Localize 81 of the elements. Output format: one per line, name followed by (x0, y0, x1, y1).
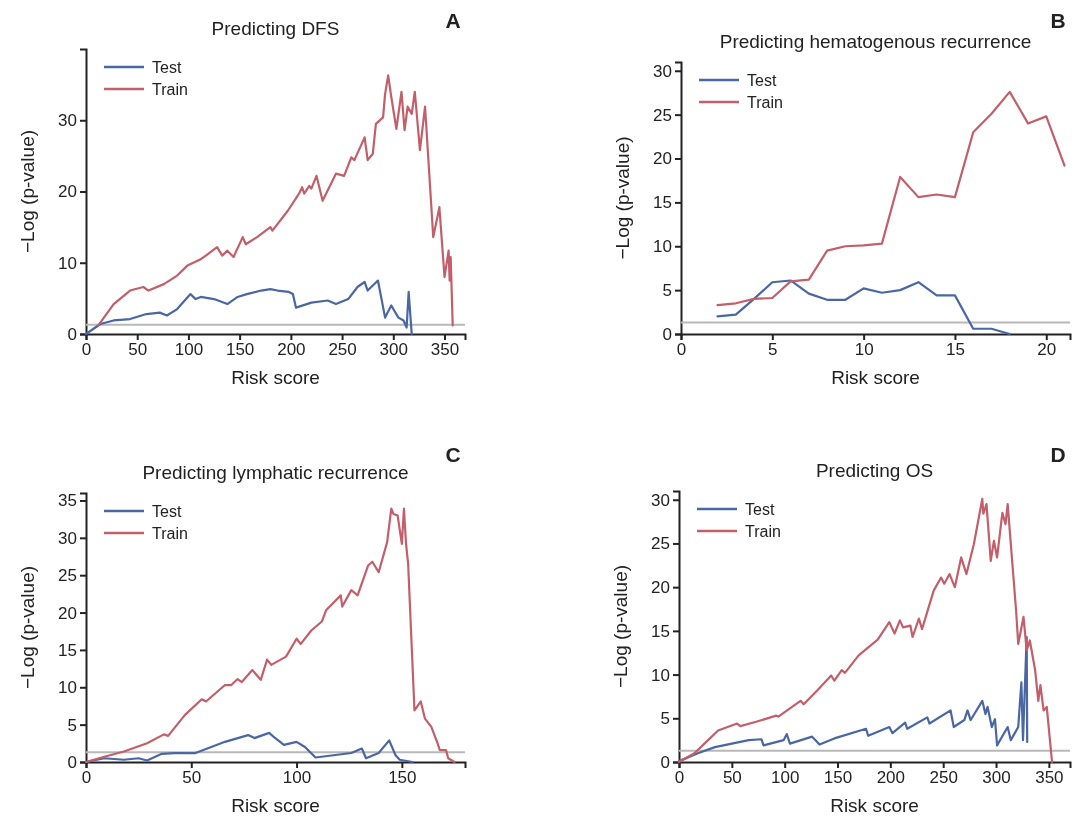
x-tick-label: 200 (277, 340, 306, 360)
x-tick-label: 15 (945, 340, 965, 360)
y-tick-label: 15 (651, 621, 670, 641)
legend-label: Test (745, 501, 775, 518)
x-tick-label: 100 (770, 768, 800, 788)
y-tick-label: 35 (58, 491, 77, 511)
x-tick-label: 150 (823, 768, 853, 788)
x-tick-label: 300 (982, 768, 1011, 788)
y-tick-label: 20 (58, 603, 77, 623)
x-tick-label: 300 (379, 340, 408, 360)
y-tick-label: 10 (651, 665, 670, 685)
legend-label: Test (152, 59, 182, 76)
y-tick-label: 0 (662, 324, 672, 344)
y-axis-title: −Log (p-value) (612, 136, 633, 260)
x-tick-label: 350 (1035, 768, 1064, 788)
x-tick-label: 150 (388, 768, 417, 788)
y-tick-label: 0 (67, 752, 77, 772)
line-series (84, 279, 413, 336)
legend-label: Test (152, 503, 182, 520)
y-tick-label: 25 (651, 534, 670, 554)
y-tick-label: 10 (58, 678, 77, 698)
line-series (716, 279, 1011, 336)
y-axis-title: −Log (p-value) (610, 564, 631, 689)
y-tick-label: 25 (653, 105, 672, 125)
legend-label: Test (747, 72, 777, 89)
text: D (1050, 443, 1066, 466)
y-tick-label: 20 (653, 149, 672, 169)
chart-title: Predicting OS (815, 460, 934, 481)
chart-title: Predicting hematogenous recurrence (719, 31, 1032, 52)
text: A (445, 9, 461, 32)
y-tick-label: 30 (58, 528, 77, 548)
legend-label: Train (152, 81, 188, 98)
y-tick-label: 30 (58, 111, 77, 131)
y-tick-label: 30 (653, 61, 672, 81)
x-tick-label: 250 (929, 768, 958, 788)
x-tick-label: 50 (182, 768, 202, 788)
y-tick-label: 25 (58, 566, 77, 586)
x-axis-title: Risk score (831, 367, 920, 388)
y-tick-label: 15 (653, 193, 672, 213)
y-tick-label: 20 (651, 578, 670, 598)
line-series (84, 507, 456, 764)
text: C (445, 443, 461, 466)
x-tick-label: 50 (722, 768, 742, 788)
x-tick-label: 0 (81, 340, 92, 360)
line-series (677, 635, 1029, 763)
chart-title: Predicting lymphatic recurrence (142, 462, 409, 483)
x-tick-label: 200 (876, 768, 906, 788)
x-tick-label: 100 (282, 768, 312, 788)
y-tick-label: 15 (58, 640, 77, 660)
y-tick-label: 0 (67, 324, 77, 344)
x-tick-label: 100 (174, 340, 204, 360)
y-axis-title: −Log (p-value) (17, 565, 38, 690)
legend-label: Train (745, 523, 781, 540)
x-axis-title: Risk score (830, 795, 919, 816)
x-tick-label: 10 (854, 340, 874, 360)
x-tick-label: 5 (768, 340, 778, 360)
y-tick-label: 30 (651, 490, 670, 510)
y-tick-label: 0 (660, 752, 670, 772)
legend-label: Train (152, 525, 188, 542)
line-series (716, 90, 1066, 307)
y-tick-label: 10 (58, 253, 77, 273)
chart-title: Predicting DFS (211, 18, 340, 39)
x-tick-label: 0 (676, 340, 687, 360)
x-tick-label: 250 (328, 340, 357, 360)
line-series (97, 74, 454, 327)
y-tick-label: 5 (660, 709, 670, 729)
x-tick-label: 350 (430, 340, 460, 360)
x-axis-title: Risk score (231, 367, 320, 388)
text: B (1050, 9, 1066, 32)
y-axis-title: −Log (p-value) (17, 129, 38, 254)
x-tick-label: 20 (1037, 340, 1057, 360)
x-tick-label: 0 (81, 768, 92, 788)
x-tick-label: 50 (128, 340, 148, 360)
x-axis-title: Risk score (231, 795, 320, 816)
y-tick-label: 5 (67, 715, 77, 735)
y-tick-label: 20 (58, 182, 77, 202)
line-series (677, 497, 1054, 764)
legend-label: Train (747, 94, 783, 111)
y-tick-label: 5 (662, 281, 672, 301)
x-tick-label: 150 (225, 340, 255, 360)
y-tick-label: 10 (653, 237, 672, 257)
